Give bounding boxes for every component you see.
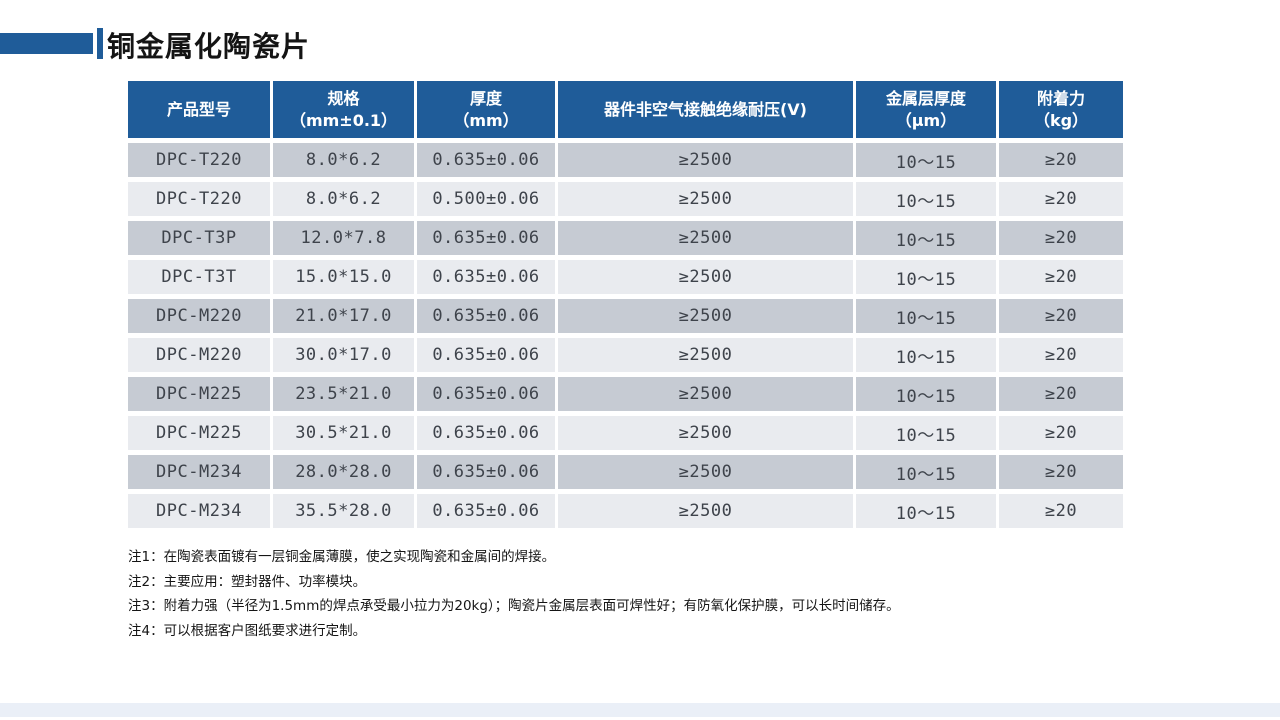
- cell-withstand-voltage: ≥2500: [558, 143, 853, 177]
- table-row: DPC-M234 28.0*28.0 0.635±0.06 ≥2500 10～1…: [128, 455, 1123, 489]
- cell-spec: 12.0*7.8: [273, 221, 414, 255]
- column-header-label: 规格: [327, 88, 360, 108]
- cell-thickness: 0.635±0.06: [417, 494, 555, 528]
- cell-adhesion: ≥20: [999, 455, 1123, 489]
- cell-withstand-voltage: ≥2500: [558, 221, 853, 255]
- cell-product-model: DPC-T220: [128, 182, 270, 216]
- cell-thickness: 0.635±0.06: [417, 299, 555, 333]
- column-header-adhesion: 附着力 （kg）: [999, 81, 1123, 138]
- table-row: DPC-M234 35.5*28.0 0.635±0.06 ≥2500 10～1…: [128, 494, 1123, 528]
- cell-withstand-voltage: ≥2500: [558, 338, 853, 372]
- cell-withstand-voltage: ≥2500: [558, 260, 853, 294]
- table-row: DPC-M225 30.5*21.0 0.635±0.06 ≥2500 10～1…: [128, 416, 1123, 450]
- cell-metal-layer-thickness: 10～15: [856, 416, 996, 450]
- cell-thickness: 0.635±0.06: [417, 143, 555, 177]
- footer-bar: [0, 703, 1280, 717]
- cell-adhesion: ≥20: [999, 299, 1123, 333]
- cell-metal-layer-thickness: 10～15: [856, 377, 996, 411]
- cell-spec: 15.0*15.0: [273, 260, 414, 294]
- note-line: 注3：附着力强（半径为1.5mm的焊点承受最小拉力为20kg）；陶瓷片金属层表面…: [128, 598, 900, 614]
- column-header-label: 器件非空气接触绝缘耐压(V): [603, 99, 807, 119]
- cell-adhesion: ≥20: [999, 143, 1123, 177]
- cell-spec: 21.0*17.0: [273, 299, 414, 333]
- column-header-unit: （μm）: [895, 110, 957, 130]
- cell-spec: 23.5*21.0: [273, 377, 414, 411]
- cell-adhesion: ≥20: [999, 494, 1123, 528]
- cell-metal-layer-thickness: 10～15: [856, 182, 996, 216]
- cell-product-model: DPC-M220: [128, 338, 270, 372]
- column-header-unit: （mm）: [453, 110, 519, 130]
- cell-thickness: 0.635±0.06: [417, 221, 555, 255]
- cell-thickness: 0.635±0.06: [417, 338, 555, 372]
- cell-product-model: DPC-M234: [128, 455, 270, 489]
- cell-adhesion: ≥20: [999, 416, 1123, 450]
- column-header-spec: 规格 （mm±0.1）: [273, 81, 414, 138]
- cell-spec: 35.5*28.0: [273, 494, 414, 528]
- cell-product-model: DPC-T3T: [128, 260, 270, 294]
- table-row: DPC-T220 8.0*6.2 0.635±0.06 ≥2500 10～15 …: [128, 143, 1123, 177]
- cell-metal-layer-thickness: 10～15: [856, 143, 996, 177]
- cell-thickness: 0.635±0.06: [417, 416, 555, 450]
- title-accent-block: [0, 33, 93, 54]
- cell-metal-layer-thickness: 10～15: [856, 494, 996, 528]
- column-header-product-model: 产品型号: [128, 81, 270, 138]
- cell-thickness: 0.635±0.06: [417, 377, 555, 411]
- column-header-withstand-voltage: 器件非空气接触绝缘耐压(V): [558, 81, 853, 138]
- table-row: DPC-M220 21.0*17.0 0.635±0.06 ≥2500 10～1…: [128, 299, 1123, 333]
- table-row: DPC-M220 30.0*17.0 0.635±0.06 ≥2500 10～1…: [128, 338, 1123, 372]
- column-header-label: 厚度: [469, 88, 502, 108]
- cell-metal-layer-thickness: 10～15: [856, 338, 996, 372]
- cell-withstand-voltage: ≥2500: [558, 299, 853, 333]
- cell-adhesion: ≥20: [999, 221, 1123, 255]
- notes: 注1：在陶瓷表面镀有一层铜金属薄膜，使之实现陶瓷和金属间的焊接。 注2：主要应用…: [128, 545, 900, 643]
- page-title: 铜金属化陶瓷片: [107, 30, 311, 63]
- cell-metal-layer-thickness: 10～15: [856, 221, 996, 255]
- cell-metal-layer-thickness: 10～15: [856, 455, 996, 489]
- column-header-thickness: 厚度 （mm）: [417, 81, 555, 138]
- column-header-metal-layer-thickness: 金属层厚度 （μm）: [856, 81, 996, 138]
- column-header-unit: （kg）: [1033, 110, 1089, 130]
- cell-metal-layer-thickness: 10～15: [856, 260, 996, 294]
- cell-withstand-voltage: ≥2500: [558, 494, 853, 528]
- cell-product-model: DPC-M225: [128, 416, 270, 450]
- cell-thickness: 0.500±0.06: [417, 182, 555, 216]
- column-header-label: 金属层厚度: [885, 88, 966, 108]
- title-accent-bar: [97, 28, 103, 59]
- spec-table: 产品型号 规格 （mm±0.1） 厚度 （mm） 器件非空气接触绝缘耐压(V) …: [125, 76, 1126, 533]
- cell-adhesion: ≥20: [999, 260, 1123, 294]
- cell-adhesion: ≥20: [999, 182, 1123, 216]
- cell-adhesion: ≥20: [999, 377, 1123, 411]
- cell-spec: 28.0*28.0: [273, 455, 414, 489]
- cell-adhesion: ≥20: [999, 338, 1123, 372]
- cell-product-model: DPC-M225: [128, 377, 270, 411]
- cell-product-model: DPC-M234: [128, 494, 270, 528]
- cell-metal-layer-thickness: 10～15: [856, 299, 996, 333]
- cell-spec: 30.5*21.0: [273, 416, 414, 450]
- cell-withstand-voltage: ≥2500: [558, 182, 853, 216]
- cell-spec: 8.0*6.2: [273, 182, 414, 216]
- column-header-label: 附着力: [1036, 88, 1085, 108]
- note-line: 注1：在陶瓷表面镀有一层铜金属薄膜，使之实现陶瓷和金属间的焊接。: [128, 549, 556, 565]
- table-header-row: 产品型号 规格 （mm±0.1） 厚度 （mm） 器件非空气接触绝缘耐压(V) …: [128, 81, 1123, 138]
- note-line: 注2：主要应用：塑封器件、功率模块。: [128, 573, 367, 590]
- table-row: DPC-T220 8.0*6.2 0.500±0.06 ≥2500 10～15 …: [128, 182, 1123, 216]
- table-row: DPC-M225 23.5*21.0 0.635±0.06 ≥2500 10～1…: [128, 377, 1123, 411]
- cell-withstand-voltage: ≥2500: [558, 377, 853, 411]
- note-line: 注4：可以根据客户图纸要求进行定制。: [128, 622, 367, 639]
- cell-thickness: 0.635±0.06: [417, 260, 555, 294]
- cell-spec: 30.0*17.0: [273, 338, 414, 372]
- cell-spec: 8.0*6.2: [273, 143, 414, 177]
- column-header-label: 产品型号: [166, 99, 231, 119]
- cell-withstand-voltage: ≥2500: [558, 455, 853, 489]
- column-header-unit: （mm±0.1）: [289, 110, 398, 130]
- cell-product-model: DPC-T3P: [128, 221, 270, 255]
- cell-thickness: 0.635±0.06: [417, 455, 555, 489]
- cell-withstand-voltage: ≥2500: [558, 416, 853, 450]
- cell-product-model: DPC-M220: [128, 299, 270, 333]
- table-row: DPC-T3P 12.0*7.8 0.635±0.06 ≥2500 10～15 …: [128, 221, 1123, 255]
- cell-product-model: DPC-T220: [128, 143, 270, 177]
- table-row: DPC-T3T 15.0*15.0 0.635±0.06 ≥2500 10～15…: [128, 260, 1123, 294]
